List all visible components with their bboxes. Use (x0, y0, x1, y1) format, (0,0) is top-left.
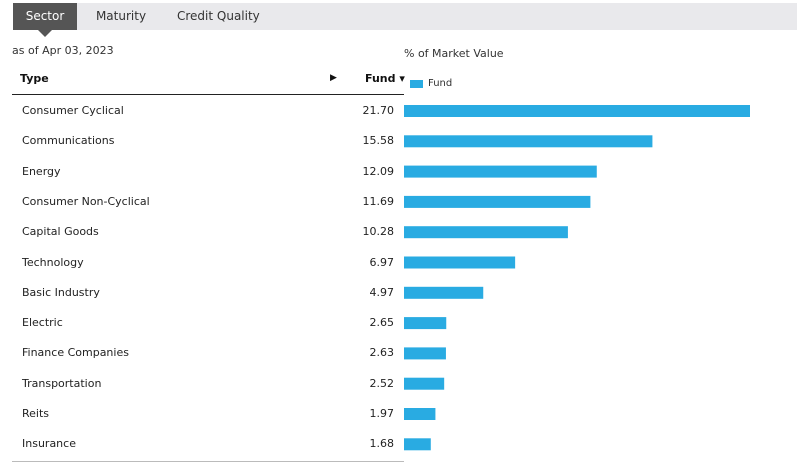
row-value: 12.09 (362, 164, 395, 178)
row-value: 4.97 (369, 285, 395, 299)
chart-title: % of Market Value (404, 47, 504, 60)
bar (404, 347, 446, 360)
row-value: 2.65 (369, 316, 395, 330)
row-value: 21.70 (362, 104, 395, 117)
bar (404, 165, 597, 178)
bar (404, 105, 750, 117)
row-value: 15.58 (362, 134, 395, 148)
legend-entry-fund: Fund (428, 78, 453, 89)
bar (404, 317, 447, 330)
as-of-date: as of Apr 03, 2023 (12, 44, 114, 57)
tab-bar: Sector Maturity Credit Quality (13, 3, 797, 37)
header-divider (12, 94, 404, 95)
row-label: Consumer Cyclical (22, 104, 124, 117)
row-label: Insurance (22, 437, 76, 451)
row-label: Electric (22, 316, 63, 330)
row-value: 2.52 (369, 376, 395, 390)
row-label: Capital Goods (22, 225, 99, 239)
bar (404, 226, 568, 239)
row-label: Technology (22, 255, 84, 269)
tab-sector[interactable]: Sector (13, 3, 77, 37)
table-bottom-divider (12, 461, 404, 462)
row-value: 1.97 (369, 407, 395, 420)
bar (404, 408, 436, 420)
bar (404, 195, 591, 208)
column-header-fund-sort[interactable]: Fund ▾ (365, 72, 405, 85)
expand-arrow-icon[interactable]: ▶ (330, 73, 337, 83)
legend-swatch (410, 79, 423, 88)
row-value: 2.63 (369, 346, 395, 360)
row-label: Energy (22, 164, 61, 178)
bar (404, 438, 431, 451)
row-label: Transportation (22, 376, 102, 390)
bar (404, 286, 484, 299)
tab-maturity[interactable]: Maturity (95, 9, 147, 23)
row-label: Communications (22, 134, 115, 148)
row-value: 11.69 (362, 194, 395, 208)
row-label: Consumer Non-Cyclical (22, 194, 150, 208)
column-header-type[interactable]: Type (20, 72, 49, 85)
bar (404, 135, 653, 148)
row-label: Reits (22, 407, 50, 420)
bar (404, 256, 516, 269)
tab-credit-quality[interactable]: Credit Quality (177, 9, 260, 23)
row-value: 10.28 (362, 225, 395, 239)
row-label: Finance Companies (22, 346, 129, 360)
row-value: 6.97 (369, 255, 395, 269)
row-value: 1.68 (369, 437, 395, 451)
row-label: Basic Industry (22, 285, 100, 299)
chart-legend: Fund (410, 78, 452, 89)
bar (404, 377, 445, 390)
